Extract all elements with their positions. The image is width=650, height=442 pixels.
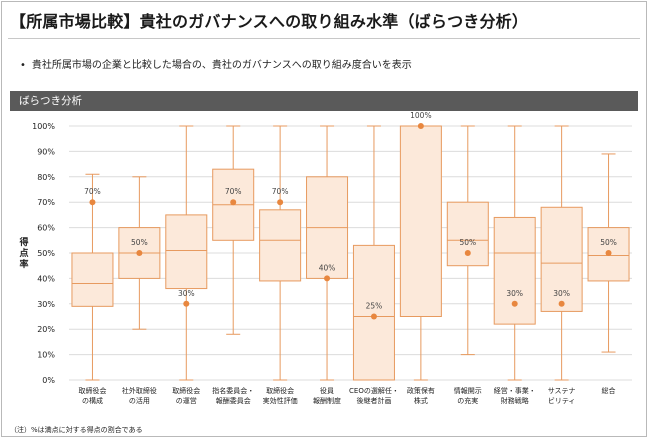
x-category-label: 取締役会 <box>172 386 200 395</box>
iqr-box <box>493 216 536 325</box>
x-category-label: 株式 <box>414 396 428 405</box>
y-tick-label: 10% <box>37 351 55 360</box>
x-category-label: 報酬制度 <box>313 396 341 405</box>
x-category-label: 指名委員会・ <box>212 386 254 395</box>
company-score-point <box>464 250 471 256</box>
x-category-label: の構成 <box>82 396 103 405</box>
y-axis-label: 得 <box>18 236 28 248</box>
iqr-box <box>540 206 583 312</box>
company-score-label: 70% <box>225 187 242 196</box>
title-divider <box>8 38 640 39</box>
company-score-point <box>511 300 518 307</box>
iqr-box <box>399 125 442 317</box>
company-score-label: 25% <box>366 302 383 311</box>
x-category-label: 報酬委員会 <box>216 396 251 405</box>
x-category-label: の運営 <box>176 396 197 405</box>
x-category-label: 情報開示 <box>454 386 482 395</box>
company-score-label: 50% <box>131 238 148 247</box>
x-category-label: ビリティ <box>548 396 576 405</box>
company-score-label: 30% <box>178 289 195 298</box>
footnote: （注）%は満点に対する得点の割合である <box>10 426 143 434</box>
y-tick-label: 80% <box>37 173 55 182</box>
x-category-label: 財務戦略 <box>501 396 529 405</box>
iqr-box <box>165 214 208 290</box>
y-tick-label: 60% <box>37 224 55 233</box>
x-category-label: 取締役会 <box>266 386 294 395</box>
company-score-point <box>370 313 377 320</box>
y-axis-label: 点 <box>19 247 28 259</box>
company-score-point <box>277 199 284 206</box>
y-tick-label: 70% <box>37 198 55 207</box>
y-tick-label: 0% <box>42 376 55 385</box>
x-category-label: 取締役会 <box>78 386 106 395</box>
page-subtitle: • 貴社所属市場の企業と比較した場合の、貴社のガバナンスへの取り組み度合いを表示 <box>20 56 412 71</box>
y-tick-label: 100% <box>32 122 55 131</box>
x-category-label: 経営・事業・ <box>494 386 536 395</box>
company-score-label: 30% <box>506 289 523 298</box>
company-score-point <box>324 275 331 282</box>
panel-header: ばらつき分析 <box>10 91 638 111</box>
company-score-label: 50% <box>459 238 476 247</box>
y-tick-label: 40% <box>37 274 55 283</box>
x-category-label: 後継者計画 <box>356 396 391 405</box>
company-score-label: 50% <box>600 238 617 247</box>
x-category-label: 政策保有 <box>407 386 435 395</box>
y-tick-label: 90% <box>37 147 55 156</box>
company-score-point <box>230 199 237 206</box>
x-category-label: の充実 <box>457 396 478 405</box>
iqr-box <box>71 252 114 307</box>
y-tick-label: 30% <box>37 300 55 309</box>
company-score-label: 70% <box>84 187 101 196</box>
company-score-point <box>136 250 143 256</box>
subtitle-text: 貴社所属市場の企業と比較した場合の、貴社のガバナンスへの取り組み度合いを表示 <box>31 60 412 71</box>
company-score-point <box>558 300 565 307</box>
iqr-box <box>446 201 489 267</box>
y-axis-label: 率 <box>19 258 28 270</box>
page-title: 【所属市場比較】貴社のガバナンスへの取り組み水準（ばらつき分析） <box>10 12 529 31</box>
company-score-label: 100% <box>410 111 431 120</box>
iqr-box <box>259 209 302 282</box>
x-category-label: CEOの選解任・ <box>349 386 399 395</box>
x-category-label: 役員 <box>320 386 334 395</box>
x-category-label: 実効性評価 <box>263 396 298 405</box>
x-category-label: サステナ <box>548 387 576 395</box>
x-category-label: 社外取締役 <box>122 386 157 395</box>
company-score-point <box>183 300 190 307</box>
bullet-icon: • <box>20 60 26 71</box>
company-score-label: 30% <box>553 289 570 298</box>
x-category-label: 総合 <box>602 386 616 395</box>
company-score-point <box>89 199 96 206</box>
iqr-box <box>352 244 395 381</box>
company-score-label: 40% <box>319 263 336 272</box>
company-score-point <box>605 250 612 256</box>
company-score-label: 70% <box>272 187 289 196</box>
company-score-point <box>417 123 424 129</box>
x-category-label: の活用 <box>129 396 150 405</box>
y-tick-label: 50% <box>37 249 55 258</box>
y-tick-label: 20% <box>37 325 55 334</box>
